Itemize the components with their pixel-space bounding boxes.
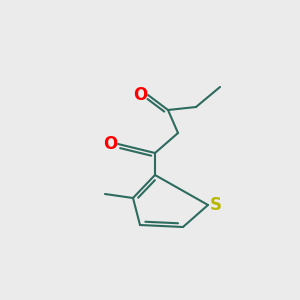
Text: S: S	[210, 196, 222, 214]
Text: O: O	[103, 135, 117, 153]
Text: O: O	[133, 86, 147, 104]
